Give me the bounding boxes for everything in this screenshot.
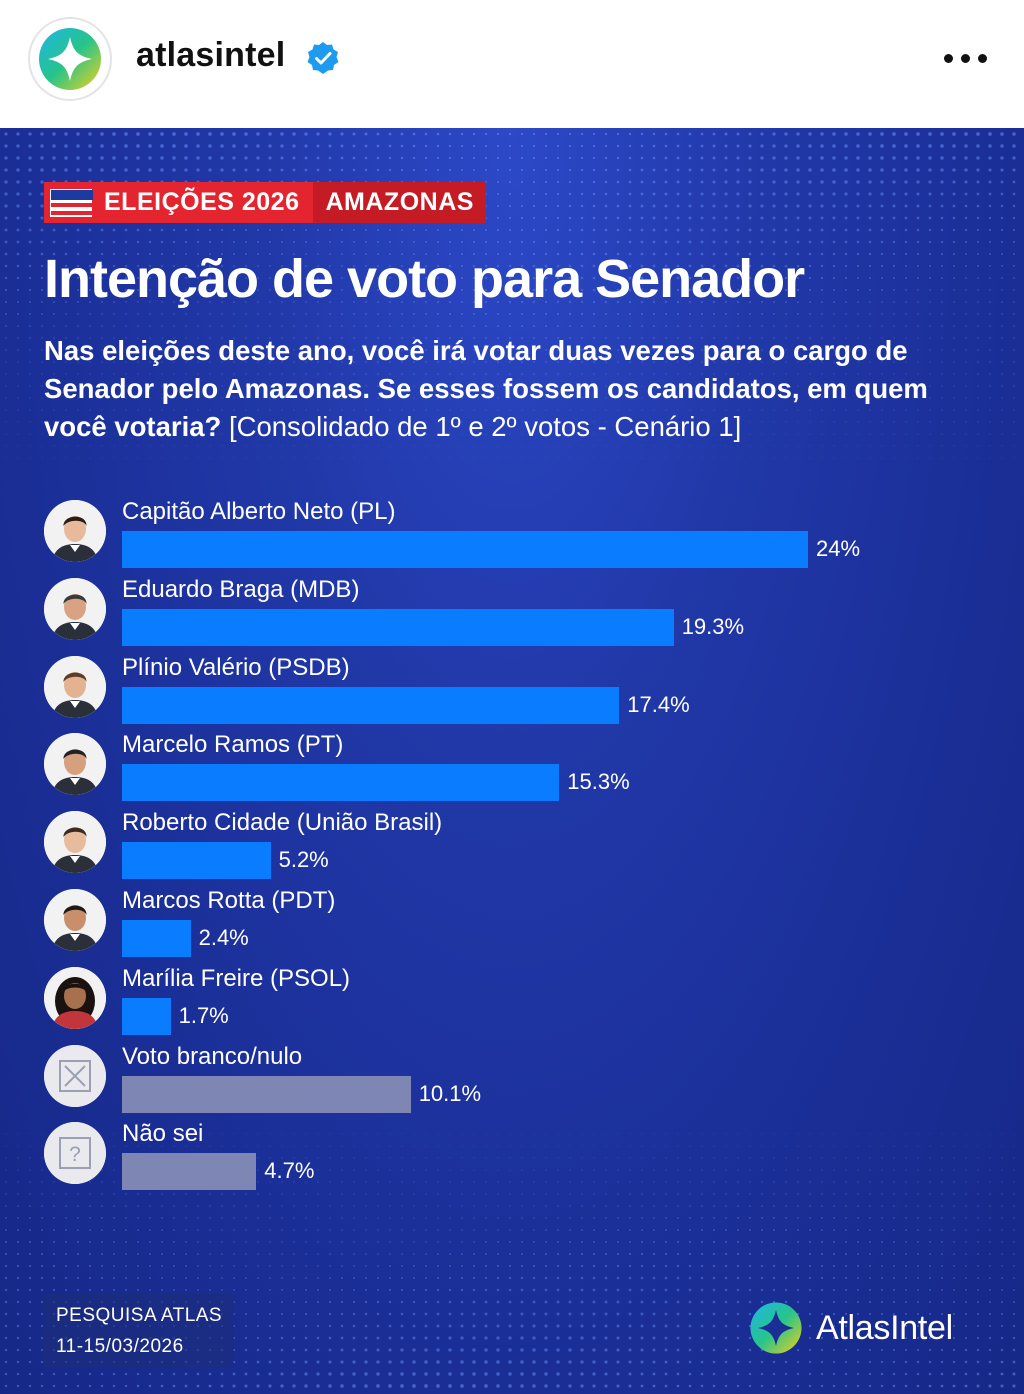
candidate-photo-icon [44,500,106,562]
survey-info: PESQUISA ATLAS 11-15/03/2026 [44,1294,235,1368]
bar-marilia-freire-psol [122,997,171,1035]
bar-roberto-cidade-uniao-brasil [122,842,271,880]
bar-marcos-rotta-pdt [122,920,191,957]
chart-row-marilia-freire-psol: Marília Freire (PSOL) 1.7% [0,965,1024,1043]
candidate-photo-icon [44,811,106,874]
value-label: 24% [816,536,861,561]
atlasintel-logo-icon [39,28,101,90]
account-name[interactable]: atlasintel [136,36,286,74]
category-label: Voto branco/nulo [122,1042,303,1070]
value-label: 4.7% [264,1158,315,1184]
candidate-photo-icon [44,966,106,1029]
candidate-photo-icon [44,889,106,951]
bar-nao-sei [122,1153,257,1191]
category-label: Eduardo Braga (MDB) [122,575,360,603]
tag-region-label: AMAZONAS [325,188,474,216]
candidate-photo-icon [44,733,106,796]
bar-capitao-alberto-neto-pl [122,531,808,568]
bar-chart: Capitão Alberto Neto (PL) 24% Eduardo Brag… [0,498,1024,1198]
chart-row-roberto-cidade-uniao-brasil: Roberto Cidade (União Brasil) 5.2% [0,809,1024,887]
chart-row-nao-sei: ? Não sei 4.7% [0,1120,1024,1198]
value-label: 2.4% [198,925,249,950]
svg-text:?: ? [69,1143,81,1166]
amazonas-flag-icon [50,188,93,217]
brand-logo: AtlasIntel [748,1300,953,1356]
candidate-photo-icon [44,655,106,718]
candidate-photo-icon [44,577,106,640]
blank-null-vote-icon [44,1044,106,1107]
account-avatar[interactable] [28,17,112,101]
value-label: 1.7% [178,1002,229,1028]
bar-marcelo-ramos-pt [122,764,560,802]
value-label: 19.3% [681,613,745,639]
chart-row-plinio-valerio-psdb: Plínio Valério (PSDB) 17.4% [0,654,1024,732]
value-label: 17.4% [627,691,690,717]
category-label: Não sei [122,1120,204,1148]
election-tag: ELEIÇÕES 2026 AMAZONAS [44,182,486,223]
survey-name: PESQUISA ATLAS [56,1305,223,1326]
bar-plinio-valerio-psdb [122,686,620,724]
brand-name: AtlasIntel [816,1308,953,1347]
category-label: Marília Freire (PSOL) [122,964,351,992]
chart-title: Intenção de voto para Senador [44,249,805,309]
category-label: Roberto Cidade (União Brasil) [122,809,443,837]
question-scenario: [Consolidado de 1º e 2º votos - Cenário … [228,411,742,442]
question-mark-icon: ? [44,1122,106,1185]
category-label: Capitão Alberto Neto (PL) [122,498,396,525]
value-label: 15.3% [567,769,630,795]
verified-badge-icon [307,42,339,74]
post-image: ELEIÇÕES 2026 AMAZONAS Intenção de voto … [0,128,1024,1394]
more-options-icon[interactable] [944,54,988,64]
chart-row-capitao-alberto-neto-pl: Capitão Alberto Neto (PL) 24% [0,498,1024,576]
atlasintel-logo-icon [750,1302,802,1354]
chart-row-marcelo-ramos-pt: Marcelo Ramos (PT) 15.3% [0,731,1024,809]
tag-election-label: ELEIÇÕES 2026 [104,188,300,216]
survey-question: Nas eleições deste ano, você irá votar d… [44,332,984,446]
post-header: atlasintel [0,0,1024,128]
bar-eduardo-braga-mdb [122,608,674,646]
category-label: Marcelo Ramos (PT) [122,731,344,759]
survey-dates: 11-15/03/2026 [56,1336,184,1357]
category-label: Plínio Valério (PSDB) [122,653,350,681]
value-label: 5.2% [278,847,329,873]
category-label: Marcos Rotta (PDT) [122,887,336,914]
value-label: 10.1% [418,1080,482,1106]
chart-row-marcos-rotta-pdt: Marcos Rotta (PDT) 2.4% [0,887,1024,965]
chart-row-eduardo-braga-mdb: Eduardo Braga (MDB) 19.3% [0,576,1024,654]
question-text: Nas eleições deste ano, você irá votar d… [44,335,928,442]
bar-voto-branco-nulo [122,1075,411,1113]
chart-row-voto-branco-nulo: Voto branco/nulo 10.1% [0,1043,1024,1121]
